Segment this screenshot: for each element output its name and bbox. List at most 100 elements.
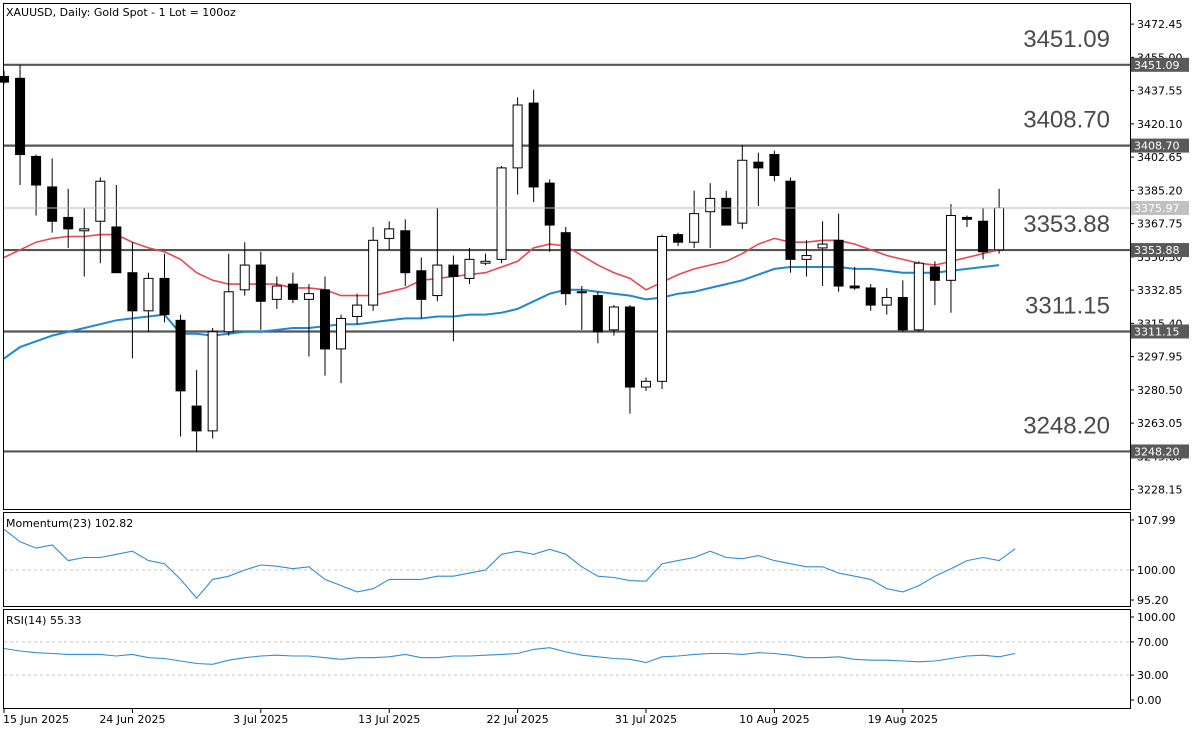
candle [641,377,651,391]
rsi-axis: 100.00 70.00 30.00 0.00 [1130,611,1176,707]
ma-slow-line [3,264,1000,360]
time-tick-label: 10 Aug 2025 [739,713,809,726]
level-label: 3353.88 [1023,211,1110,238]
candle-body-up [143,277,154,312]
candle-body-up [384,228,395,239]
price-tick-label: 3472.45 [1137,18,1183,31]
candle [63,188,74,248]
level-price-tag: 3408.70 [1134,140,1180,153]
price-tick-label: 3228.15 [1137,484,1183,497]
candle-body-up [576,291,587,294]
candle [143,272,154,332]
candle-body-up [464,258,475,279]
candle [368,226,379,311]
price-tick-label: 3280.50 [1137,384,1183,397]
candle [207,327,218,439]
level-price-tag: 3451.09 [1134,59,1180,72]
level-price-tag-bg [1131,138,1189,153]
candle-body-up [496,167,507,260]
candle-body-down [448,264,459,278]
rsi-tick-label: 70.00 [1137,636,1169,649]
candle-body-down [416,270,427,300]
candle-body-up [881,296,892,306]
candle-body-down [15,77,26,156]
level-price-tag-bg [1131,243,1189,258]
candle [464,247,475,285]
momentum-line [3,528,1016,599]
candle [191,369,202,452]
candle-body-down [175,319,186,392]
level-price-tag: 3248.20 [1134,445,1180,458]
candle [31,154,42,216]
rsi-tick-label: 30.00 [1137,669,1169,682]
level-price-tag: 3311.15 [1134,325,1180,338]
candle [95,177,106,264]
candle [689,190,700,248]
candle-body-up [945,215,956,281]
candle-body-down [400,230,411,274]
candle-body-down [47,186,58,222]
candle [929,261,940,306]
time-tick-label: 24 Jun 2025 [99,713,165,726]
candle-body-down [287,283,298,300]
candle-body-up [689,213,700,243]
candle-body-up [657,235,668,382]
candle [865,284,876,311]
momentum-tick-label: 95.20 [1137,594,1169,607]
candle-body-down [560,232,571,295]
chart-title: XAUUSD, Daily: Gold Spot - 1 Lot = 100oz [6,6,236,19]
candle-body-up [801,255,812,260]
candle [79,207,90,277]
price-tick-label: 3332.85 [1137,284,1183,297]
candle [544,179,555,252]
level-label: 3451.09 [1023,26,1110,53]
level-price-tag: 3353.88 [1134,244,1180,257]
time-tick-label: 15 Jun 2025 [3,713,69,726]
candle [320,276,330,376]
candle [432,207,443,302]
candle-body-up [368,239,379,306]
level-price-tag-bg [1131,444,1189,459]
rsi-line [3,647,1016,665]
candle [384,221,395,250]
candle-body-down [753,161,764,169]
candle [127,242,138,359]
candle [657,234,668,389]
candle-body-down [111,226,122,274]
price-tick-label: 3297.95 [1137,351,1183,364]
candle-body-down [962,216,972,220]
ma-fast-line [3,233,1000,297]
candle-body-up [913,262,924,331]
candle [962,215,972,227]
candle [159,253,170,323]
candle [528,89,539,203]
candle-body-up [271,285,282,300]
candle-body-up [79,228,90,232]
candle-body-down [978,220,989,253]
candle-body-down [897,296,908,331]
momentum-label: Momentum(23) 102.82 [6,517,133,530]
candle-body-up [608,306,619,331]
candle-body-up [95,180,106,222]
candle [737,145,748,229]
candle-body-down [769,154,780,177]
candle [255,251,266,330]
candle [400,219,411,287]
candle [15,64,26,186]
candle [994,188,1005,254]
candle [271,276,282,309]
candle [496,165,507,264]
candle [817,221,828,287]
momentum-indicator [3,528,1130,599]
candle-body-down [63,216,74,230]
candle [753,152,764,206]
rsi-tick-label: 0.00 [1137,694,1162,707]
candle-body-down [191,405,202,432]
candle [111,185,122,274]
level-label: 3408.70 [1023,107,1110,134]
candle [223,253,234,336]
candle-body-down [159,277,170,316]
level-price-tag-bg [1131,57,1189,72]
candle [881,287,892,315]
